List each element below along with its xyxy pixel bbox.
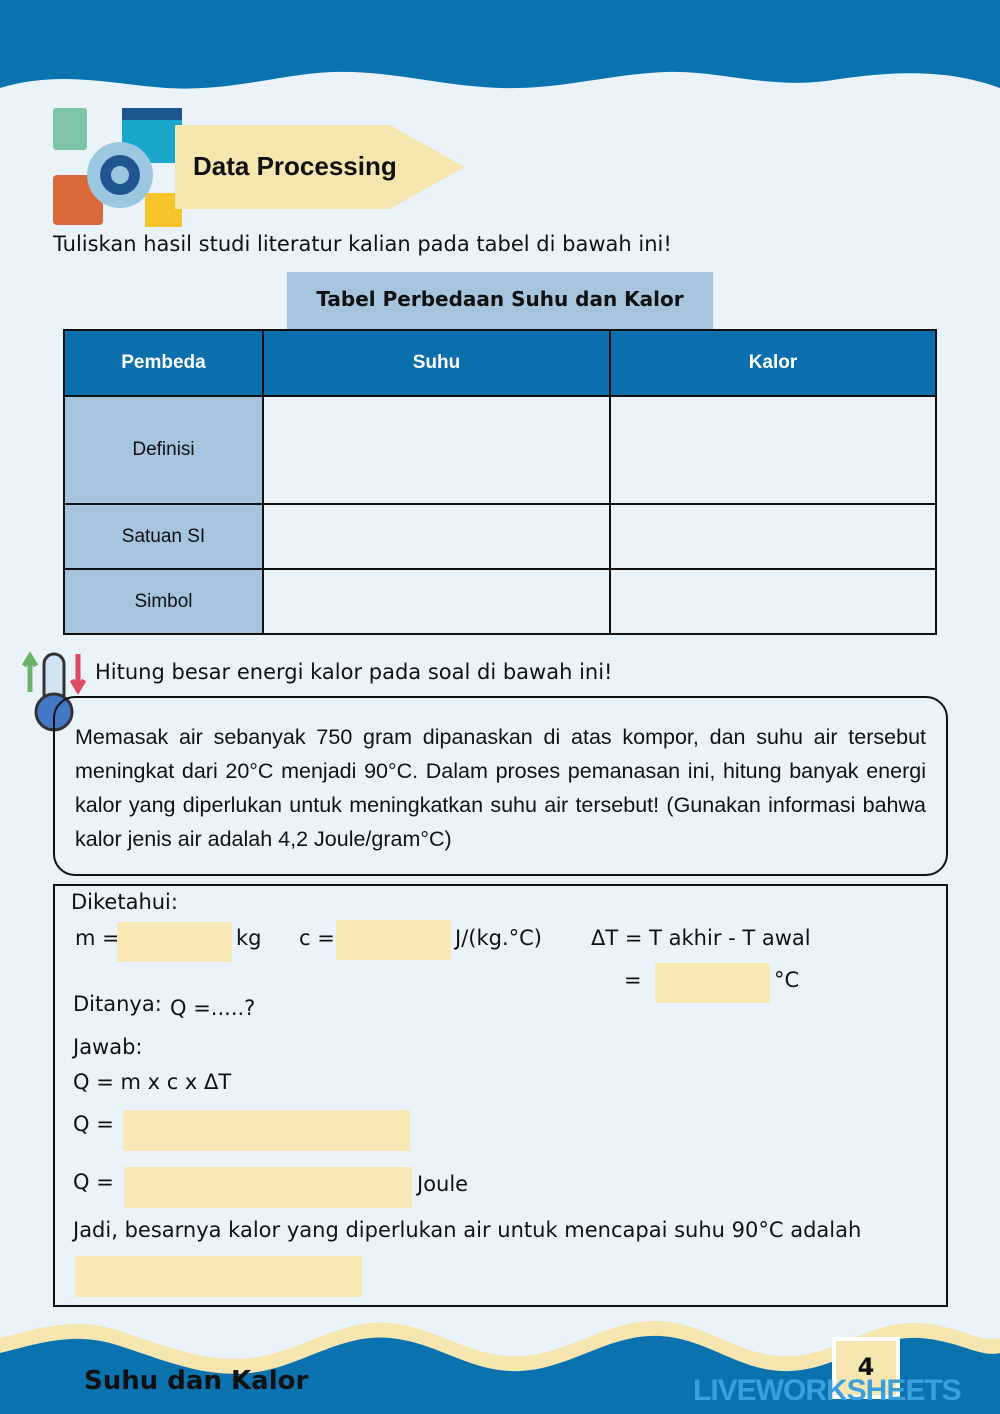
- q2-input[interactable]: [124, 1167, 412, 1208]
- q2-label: Q =: [73, 1170, 114, 1194]
- row-label: Definisi: [63, 395, 264, 505]
- col-header: Pembeda: [63, 329, 264, 397]
- conclusion-input[interactable]: [75, 1256, 362, 1297]
- q1-input[interactable]: [123, 1110, 410, 1151]
- page-number: 4: [832, 1337, 900, 1399]
- footer-title: Suhu dan Kalor: [84, 1366, 309, 1396]
- problem-box: Memasak air sebanyak 750 gram dipanaskan…: [53, 696, 948, 876]
- comparison-table: Pembeda Suhu Kalor Definisi Satuan SI Simb…: [63, 329, 937, 635]
- q2-unit: Joule: [417, 1172, 469, 1196]
- answer-cell[interactable]: [262, 568, 611, 635]
- answer-cell[interactable]: [609, 568, 937, 635]
- equals: =: [624, 968, 642, 992]
- conclusion: Jadi, besarnya kalor yang diperlukan air…: [73, 1218, 862, 1242]
- bottom-wave: [0, 1320, 1000, 1414]
- delta-t-unit: °C: [774, 968, 800, 992]
- col-header: Suhu: [262, 329, 611, 397]
- answer-cell[interactable]: [262, 395, 611, 505]
- data-processing-icon: [50, 105, 190, 230]
- answer-cell[interactable]: [262, 503, 611, 570]
- m-label: m =: [75, 926, 120, 950]
- q1-label: Q =: [73, 1112, 114, 1136]
- m-input[interactable]: [117, 922, 232, 962]
- title-banner: [175, 125, 465, 209]
- liveworksheets-logo: LIVEWORKSHEETS: [693, 1374, 962, 1407]
- delta-t-input[interactable]: [655, 963, 770, 1003]
- formula: Q = m x c x ΔT: [73, 1070, 232, 1094]
- row-label: Satuan SI: [63, 503, 264, 570]
- task-instruction: Hitung besar energi kalor pada soal di b…: [95, 660, 613, 684]
- answer-cell[interactable]: [609, 503, 937, 570]
- c-unit: J/(kg.°C): [455, 926, 542, 950]
- row-label: Simbol: [63, 568, 264, 635]
- c-label: c =: [299, 926, 335, 950]
- answer-box: [53, 884, 948, 1307]
- asked-label: Ditanya:: [73, 992, 162, 1016]
- table-caption: Tabel Perbedaan Suhu dan Kalor: [287, 272, 713, 329]
- answer-cell[interactable]: [609, 395, 937, 505]
- col-header: Kalor: [609, 329, 937, 397]
- known-label: Diketahui:: [71, 890, 178, 914]
- answer-label: Jawab:: [73, 1035, 143, 1059]
- section-title: Data Processing: [193, 151, 397, 181]
- c-input[interactable]: [336, 920, 451, 960]
- top-wave: [0, 0, 1000, 89]
- instruction: Tuliskan hasil studi literatur kalian pa…: [53, 232, 672, 256]
- delta-t-formula: ΔT = T akhir - T awal: [591, 926, 811, 950]
- m-unit: kg: [236, 926, 262, 950]
- asked-q: Q =.....?: [170, 996, 256, 1020]
